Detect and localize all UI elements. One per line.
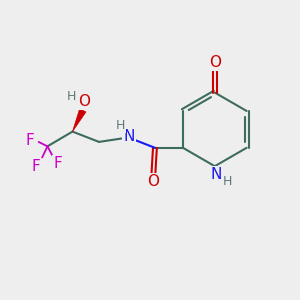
Text: H: H [223, 175, 232, 188]
Text: H: H [66, 90, 76, 103]
Text: N: N [211, 167, 222, 182]
Text: N: N [123, 128, 135, 143]
Text: F: F [26, 133, 34, 148]
Text: F: F [31, 159, 40, 174]
Text: O: O [209, 55, 221, 70]
Text: O: O [148, 174, 160, 189]
Text: H: H [116, 118, 125, 132]
Polygon shape [73, 109, 86, 132]
Text: F: F [53, 157, 62, 172]
Text: O: O [78, 94, 90, 109]
